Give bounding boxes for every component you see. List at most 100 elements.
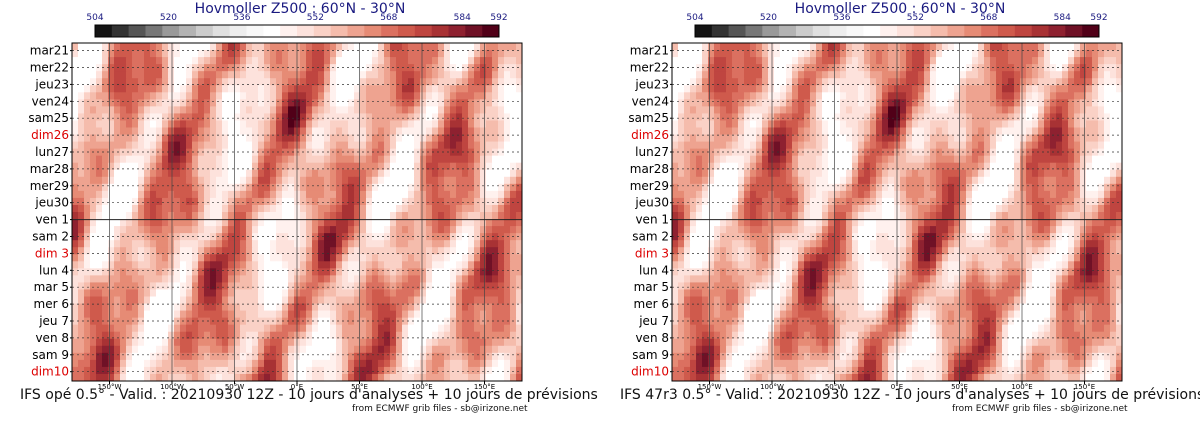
heatmap-cell — [318, 366, 325, 375]
heatmap-cell — [78, 190, 85, 199]
heatmap-cell — [336, 282, 343, 290]
heatmap-cell — [456, 282, 463, 290]
heatmap-cell — [438, 331, 445, 340]
heatmap-cell — [72, 338, 79, 347]
heatmap-cell — [510, 162, 517, 171]
heatmap-cell — [270, 345, 277, 354]
heatmap-cell — [486, 78, 493, 86]
heatmap-cell — [492, 289, 499, 297]
heatmap-cell — [114, 219, 121, 227]
heatmap-cell — [420, 78, 427, 86]
heatmap-cell — [180, 134, 187, 142]
heatmap-cell — [954, 57, 961, 65]
heatmap-cell — [450, 204, 457, 213]
heatmap-cell — [162, 43, 169, 51]
heatmap-cell — [888, 71, 895, 79]
heatmap-cell — [288, 261, 295, 269]
heatmap-cell — [276, 64, 283, 72]
heatmap-cell — [126, 204, 133, 213]
heatmap-cell — [468, 373, 475, 382]
heatmap-cell — [168, 289, 175, 297]
heatmap-cell — [1116, 85, 1123, 93]
heatmap-cell — [426, 197, 433, 206]
heatmap-cell — [342, 275, 349, 283]
heatmap-cell — [258, 78, 265, 86]
heatmap-cell — [462, 212, 469, 220]
heatmap-cell — [1104, 57, 1111, 65]
heatmap-cell — [126, 254, 133, 262]
heatmap-cell — [186, 233, 193, 241]
heatmap-cell — [714, 92, 721, 100]
heatmap-cell — [288, 141, 295, 150]
heatmap-cell — [426, 50, 433, 58]
heatmap-cell — [96, 71, 103, 79]
heatmap-cell — [240, 78, 247, 86]
heatmap-cell — [744, 85, 751, 93]
heatmap-cell — [270, 261, 277, 269]
heatmap-cell — [162, 352, 169, 361]
heatmap-cell — [672, 78, 679, 86]
heatmap-cell — [498, 141, 505, 150]
heatmap-cell — [492, 359, 499, 368]
heatmap-cell — [432, 268, 439, 276]
heatmap-cell — [342, 261, 349, 269]
heatmap-cell — [414, 247, 421, 255]
heatmap-cell — [516, 197, 523, 206]
heatmap-cell — [348, 71, 355, 79]
heatmap-cell — [450, 141, 457, 150]
heatmap-cell — [408, 57, 415, 65]
heatmap-cell — [150, 204, 157, 213]
heatmap-cell — [780, 120, 787, 128]
heatmap-cell — [504, 183, 511, 192]
heatmap-cell — [174, 162, 181, 171]
heatmap-cell — [840, 127, 847, 135]
heatmap-cell — [714, 127, 721, 135]
heatmap-cell — [120, 282, 127, 290]
heatmap-cell — [954, 141, 961, 150]
heatmap-cell — [402, 338, 409, 347]
heatmap-cell — [462, 338, 469, 347]
heatmap-cell — [180, 373, 187, 382]
heatmap-cell — [72, 275, 79, 283]
heatmap-cell — [186, 141, 193, 150]
heatmap-cell — [102, 99, 109, 107]
heatmap-cell — [432, 127, 439, 135]
heatmap-cell — [282, 127, 289, 135]
heatmap-cell — [672, 99, 679, 107]
heatmap-cell — [798, 50, 805, 58]
heatmap-cell — [1026, 92, 1033, 100]
heatmap-cell — [108, 352, 115, 361]
heatmap-cell — [678, 134, 685, 142]
heatmap-cell — [186, 148, 193, 157]
heatmap-cell — [78, 92, 85, 100]
heatmap-cell — [756, 127, 763, 135]
heatmap-cell — [186, 338, 193, 347]
heatmap-cell — [354, 240, 361, 248]
heatmap-cell — [258, 190, 265, 199]
heatmap-cell — [690, 141, 697, 150]
heatmap-cell — [108, 148, 115, 157]
heatmap-cell — [444, 127, 451, 135]
heatmap-cell — [810, 57, 817, 65]
heatmap-cell — [420, 106, 427, 114]
heatmap-cell — [204, 169, 211, 178]
heatmap-cell — [246, 43, 253, 51]
heatmap-cell — [438, 162, 445, 171]
heatmap-cell — [822, 64, 829, 72]
heatmap-cell — [414, 106, 421, 114]
heatmap-cell — [486, 275, 493, 283]
heatmap-cell — [324, 226, 331, 234]
heatmap-cell — [414, 226, 421, 234]
heatmap-cell — [750, 127, 757, 135]
heatmap-cell — [1056, 50, 1063, 58]
heatmap-cell — [498, 183, 505, 192]
heatmap-cell — [300, 212, 307, 220]
heatmap-cell — [336, 296, 343, 304]
heatmap-cell — [426, 78, 433, 86]
heatmap-cell — [132, 92, 139, 100]
heatmap-cell — [858, 155, 865, 164]
colorbar-swatch — [695, 25, 713, 37]
heatmap-cell — [372, 310, 379, 319]
heatmap-cell — [150, 85, 157, 93]
heatmap-cell — [132, 310, 139, 319]
